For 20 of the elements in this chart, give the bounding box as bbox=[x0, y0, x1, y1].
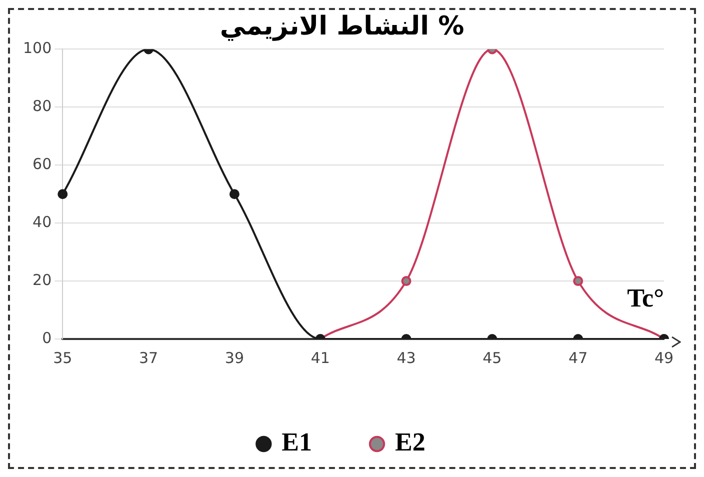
chart-title: النشاط الانزيمي % bbox=[220, 11, 464, 42]
x-tick-label: 41 bbox=[310, 348, 330, 367]
point bbox=[229, 189, 240, 200]
y-tick-label: 100 bbox=[22, 39, 52, 58]
y-tick-label: 60 bbox=[32, 155, 52, 174]
x-tick-label: 35 bbox=[53, 348, 72, 367]
y-tick-label: 40 bbox=[32, 212, 52, 231]
y-tick-label: 80 bbox=[32, 97, 52, 116]
legend-label: E1 bbox=[282, 428, 312, 457]
point bbox=[58, 189, 68, 200]
x-tick-label: 37 bbox=[138, 348, 158, 367]
y-tick-label: 20 bbox=[32, 270, 52, 289]
y-tick-label: 0 bbox=[42, 328, 52, 347]
legend-label: E2 bbox=[395, 428, 426, 457]
x-tick-label: 43 bbox=[396, 348, 416, 367]
x-tick-label: 45 bbox=[482, 348, 502, 367]
x-axis-title: Tc° bbox=[627, 284, 664, 313]
x-tick-label: 39 bbox=[224, 348, 244, 367]
x-tick-label: 49 bbox=[654, 348, 674, 367]
x-tick-label: 47 bbox=[568, 348, 588, 367]
